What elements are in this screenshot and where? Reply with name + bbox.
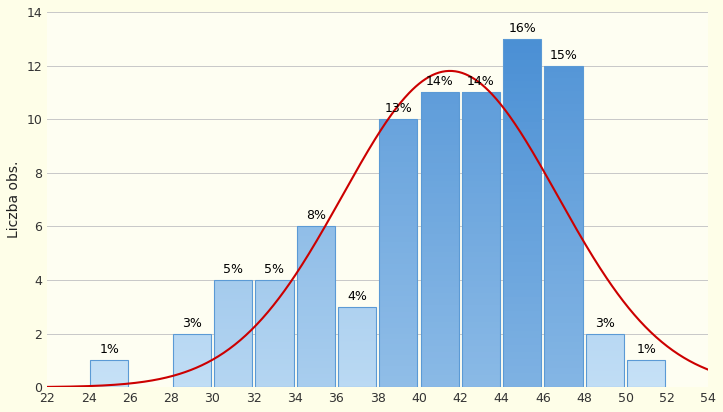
Text: 14%: 14% [467,75,495,88]
Text: 15%: 15% [549,49,578,61]
Bar [421,92,458,387]
Y-axis label: Liczba obs.: Liczba obs. [7,161,21,238]
Text: 1%: 1% [636,343,656,356]
Bar [214,280,252,387]
Text: 5%: 5% [265,263,284,276]
Bar [627,360,665,387]
Bar [503,39,542,387]
Bar [255,280,294,387]
Bar [380,119,417,387]
Bar [462,92,500,387]
Text: 3%: 3% [595,316,615,330]
Text: 5%: 5% [223,263,243,276]
Text: 16%: 16% [508,22,536,35]
Text: 8%: 8% [306,209,326,222]
Text: 3%: 3% [182,316,202,330]
Text: 1%: 1% [99,343,119,356]
Bar [296,226,335,387]
Text: 14%: 14% [426,75,453,88]
Bar [544,66,583,387]
Bar [173,334,211,387]
Bar [90,360,128,387]
Bar [586,334,624,387]
Text: 4%: 4% [347,290,367,303]
Text: 13%: 13% [385,102,412,115]
Bar [338,307,376,387]
